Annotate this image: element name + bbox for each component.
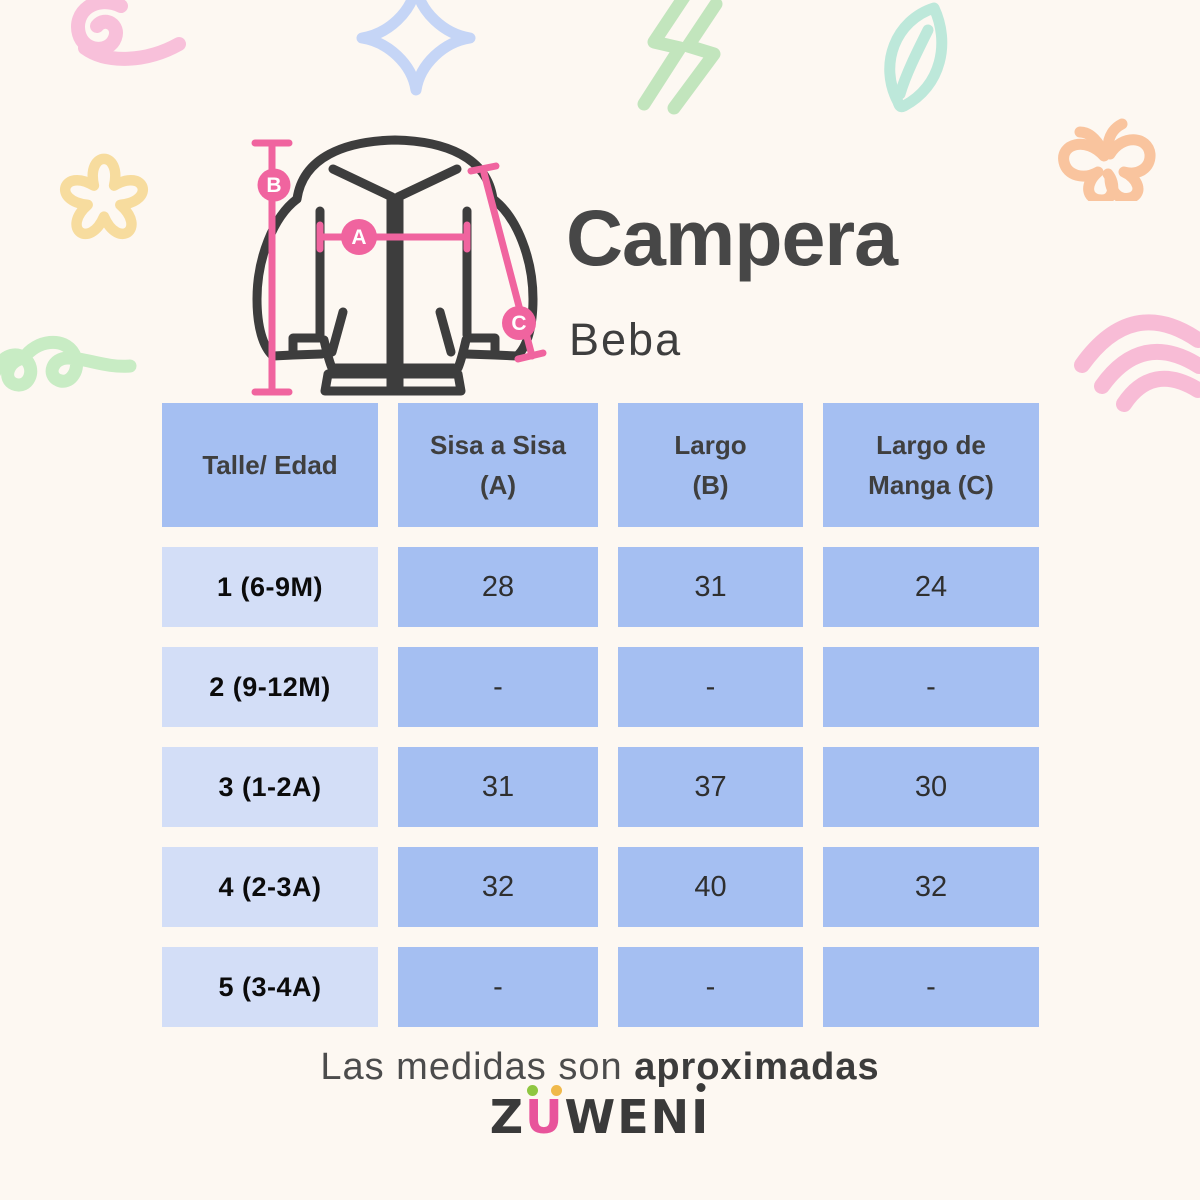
- jacket-outline-icon: [252, 135, 538, 396]
- table-cell: 28: [398, 547, 598, 627]
- measurement-badges: [257, 168, 536, 340]
- note-text-bold: aproximadas: [634, 1046, 880, 1088]
- badge-c-circle: [502, 306, 536, 340]
- table-cell: -: [823, 947, 1039, 1027]
- table-cell: 24: [823, 547, 1039, 627]
- col-header-talle-edad: Talle/ Edad: [162, 403, 378, 527]
- pink-arcs-icon: [1074, 314, 1200, 412]
- row-label: 1 (6-9M): [162, 547, 378, 627]
- table-cell: 32: [398, 847, 598, 927]
- col-header-largo: Largo (B): [618, 403, 803, 527]
- logo-letter-z: Z: [489, 1090, 526, 1144]
- size-table: Talle/ Edad Sisa a Sisa (A) Largo (B) La…: [162, 403, 1039, 1027]
- table-cell: -: [398, 647, 598, 727]
- marker-b-label: B: [266, 174, 281, 197]
- jacket-diagram: B A C: [251, 135, 547, 396]
- yellow-flower-icon: [60, 153, 148, 240]
- logo-letter-u: U: [525, 1085, 564, 1144]
- page-subtitle: Beba: [569, 314, 683, 365]
- row-label: 5 (3-4A): [162, 947, 378, 1027]
- logo-yellow-dot-icon: [551, 1085, 563, 1096]
- brand-logo: ZU WENI: [0, 1083, 1200, 1144]
- blue-sparkle-icon: [356, 0, 476, 96]
- row-label: 2 (9-12M): [162, 647, 378, 727]
- row-label: 4 (2-3A): [162, 847, 378, 927]
- table-cell: -: [618, 947, 803, 1027]
- table-cell: 31: [398, 747, 598, 827]
- col-header-sisa-a-sisa: Sisa a Sisa (A): [398, 403, 598, 527]
- orange-butterfly-icon: [1058, 118, 1156, 201]
- logo-letter-i: I: [691, 1083, 710, 1144]
- badge-b-circle: [257, 168, 291, 202]
- table-cell: -: [823, 647, 1039, 727]
- row-label: 3 (1-2A): [162, 747, 378, 827]
- measurements-note: Las medidas son aproximadas: [0, 1046, 1200, 1089]
- table-cell: 31: [618, 547, 803, 627]
- page-title: Campera: [566, 193, 898, 282]
- table-cell: 40: [618, 847, 803, 927]
- col-header-largo-manga: Largo de Manga (C): [823, 403, 1039, 527]
- logo-i-dot-icon: [696, 1083, 706, 1092]
- table-cell: 32: [823, 847, 1039, 927]
- logo-letters-wen: WEN: [564, 1090, 692, 1144]
- table-cell: 30: [823, 747, 1039, 827]
- logo-green-dot-icon: [527, 1085, 539, 1096]
- marker-a-label: A: [351, 226, 366, 249]
- table-cell: -: [398, 947, 598, 1027]
- green-loops-icon: [0, 335, 137, 392]
- green-lightning-icon: [637, 0, 723, 115]
- table-cell: -: [618, 647, 803, 727]
- marker-c-label: C: [511, 312, 526, 335]
- teal-leaf-icon: [884, 2, 948, 113]
- note-text: Las medidas son: [320, 1046, 635, 1088]
- table-cell: 37: [618, 747, 803, 827]
- badge-a-circle: [341, 219, 377, 255]
- pink-squiggle-icon: [71, 0, 186, 66]
